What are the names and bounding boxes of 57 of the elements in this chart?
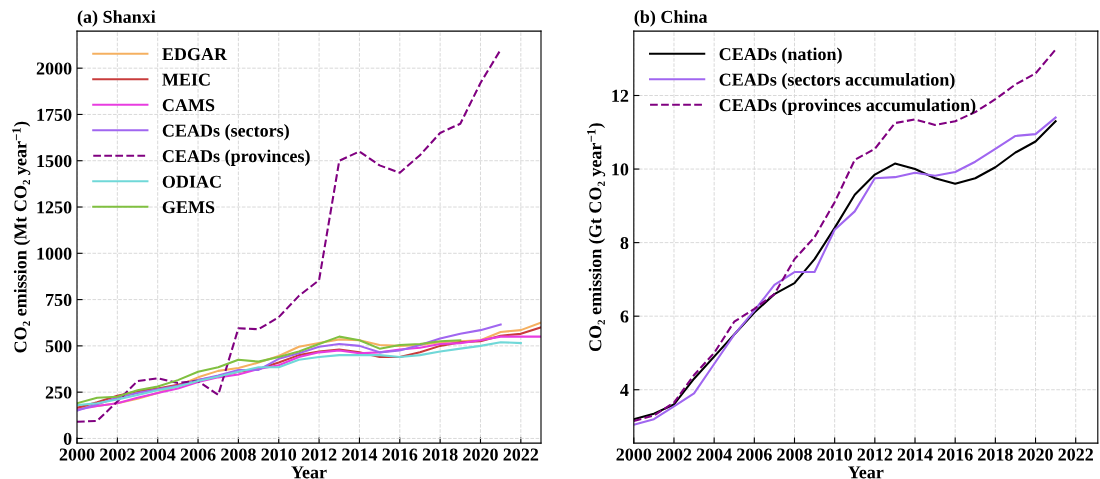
x-tick-label: 2020 bbox=[1018, 448, 1053, 461]
x-tick-label: 2004 bbox=[140, 448, 176, 461]
y-tick-label: 12 bbox=[612, 89, 629, 102]
x-tick-label: 2012 bbox=[857, 448, 893, 461]
y-tick-label: 1750 bbox=[37, 108, 72, 121]
y-tick-label: 500 bbox=[45, 340, 72, 353]
x-tick-label: 2006 bbox=[737, 448, 772, 461]
legend-label: GEMS bbox=[162, 201, 215, 214]
y-tick-label: 0 bbox=[63, 432, 72, 445]
x-tick-label: 2022 bbox=[1058, 448, 1093, 461]
x-tick-label: 2012 bbox=[301, 448, 337, 461]
legend-label: CEADs (sectors accumulation) bbox=[719, 73, 955, 90]
x-tick-label: 2000 bbox=[59, 448, 95, 461]
x-tick-label: 2020 bbox=[463, 448, 498, 461]
y-tick-label: 2000 bbox=[36, 62, 72, 75]
legend-label: CEADs (provinces accumulation) bbox=[719, 98, 976, 115]
legend-label: EDGAR bbox=[162, 48, 228, 61]
x-tick-label: 2014 bbox=[897, 448, 933, 461]
y-tick-label: 4 bbox=[620, 384, 629, 397]
legend-label: ODIAC bbox=[162, 175, 221, 188]
legend-label: CEADs (sectors) bbox=[162, 124, 289, 141]
legend-label: CAMS bbox=[162, 99, 215, 112]
y-axis-title: CO₂ emission (Gt CO₂ year$^{−1}$) bbox=[587, 123, 606, 352]
x-tick-label: 2022 bbox=[503, 448, 539, 461]
y-tick-label: 250 bbox=[45, 386, 72, 399]
legend-label: CEADs (nation) bbox=[719, 47, 842, 64]
x-tick-label: 2016 bbox=[382, 448, 418, 461]
x-tick-label: 2014 bbox=[342, 448, 378, 461]
line-series bbox=[77, 335, 462, 405]
line-series bbox=[633, 48, 1057, 423]
x-tick-label: 2016 bbox=[937, 448, 973, 461]
x-tick-label: 2018 bbox=[978, 448, 1013, 461]
line-series bbox=[77, 341, 522, 407]
chart-title: (b) China bbox=[634, 10, 708, 27]
y-tick-label: 1000 bbox=[37, 247, 72, 260]
y-tick-label: 750 bbox=[46, 293, 72, 307]
line-series bbox=[77, 48, 502, 423]
x-tick-label: 2004 bbox=[696, 448, 732, 461]
x-tick-label: 2010 bbox=[261, 448, 297, 461]
y-tick-label: 1250 bbox=[37, 201, 72, 214]
x-tick-label: 2006 bbox=[180, 448, 216, 461]
y-tick-label: 8 bbox=[620, 236, 629, 250]
y-tick-label: 10 bbox=[612, 163, 629, 176]
x-axis-title: Year bbox=[848, 466, 884, 479]
y-tick-label: 6 bbox=[620, 310, 629, 323]
x-tick-label: 2002 bbox=[100, 448, 135, 461]
x-tick-label: 2008 bbox=[221, 448, 256, 461]
y-axis-title: CO₂ emission (Mt CO₂ year$^{−1}$) bbox=[12, 121, 31, 353]
x-axis-title: Year bbox=[291, 466, 327, 479]
x-tick-label: 2008 bbox=[777, 448, 812, 461]
x-tick-label: 2018 bbox=[422, 448, 458, 461]
x-tick-label: 2002 bbox=[656, 448, 692, 461]
legend-label: CEADs (provinces) bbox=[162, 149, 310, 166]
y-tick-label: 1500 bbox=[37, 154, 72, 168]
chart-title: (a) Shanxi bbox=[77, 10, 156, 27]
legend-label: MEIC bbox=[162, 73, 210, 86]
x-tick-label: 2010 bbox=[817, 448, 853, 461]
